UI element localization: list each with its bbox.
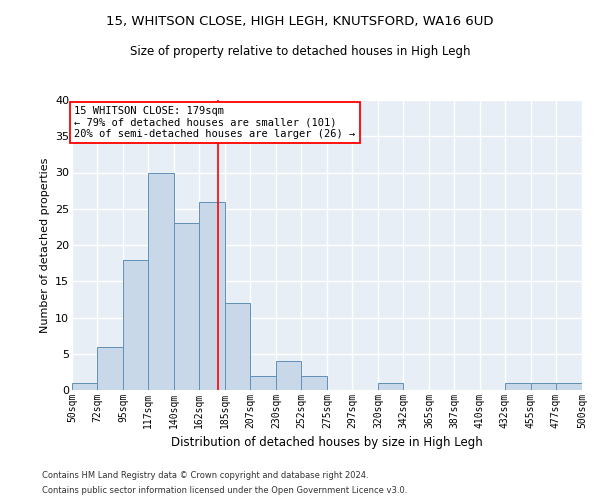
Bar	[531, 383, 556, 390]
Bar	[97, 346, 123, 390]
Text: Contains public sector information licensed under the Open Government Licence v3: Contains public sector information licen…	[42, 486, 407, 495]
Bar	[556, 383, 582, 390]
Bar	[378, 383, 403, 390]
Bar	[225, 303, 250, 390]
Text: Contains HM Land Registry data © Crown copyright and database right 2024.: Contains HM Land Registry data © Crown c…	[42, 471, 368, 480]
Bar	[174, 223, 199, 390]
X-axis label: Distribution of detached houses by size in High Legh: Distribution of detached houses by size …	[171, 436, 483, 450]
Bar	[301, 376, 327, 390]
Bar	[199, 202, 225, 390]
Bar	[250, 376, 276, 390]
Text: 15, WHITSON CLOSE, HIGH LEGH, KNUTSFORD, WA16 6UD: 15, WHITSON CLOSE, HIGH LEGH, KNUTSFORD,…	[106, 15, 494, 28]
Bar	[72, 383, 97, 390]
Bar	[505, 383, 531, 390]
Bar	[123, 260, 148, 390]
Y-axis label: Number of detached properties: Number of detached properties	[40, 158, 50, 332]
Text: 15 WHITSON CLOSE: 179sqm
← 79% of detached houses are smaller (101)
20% of semi-: 15 WHITSON CLOSE: 179sqm ← 79% of detach…	[74, 106, 356, 139]
Bar	[276, 361, 301, 390]
Text: Size of property relative to detached houses in High Legh: Size of property relative to detached ho…	[130, 45, 470, 58]
Bar	[148, 172, 174, 390]
